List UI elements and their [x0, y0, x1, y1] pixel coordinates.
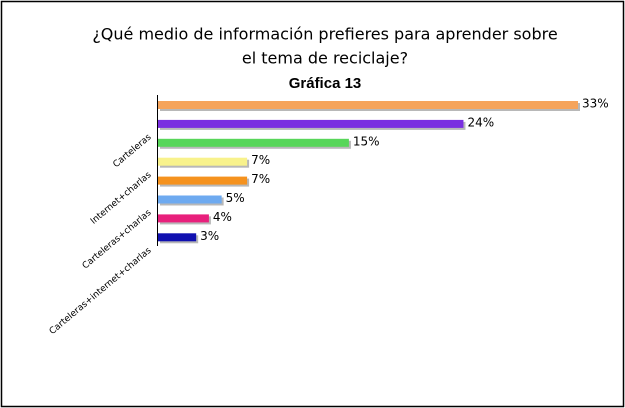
- bar: [158, 195, 222, 204]
- bar: [158, 101, 578, 109]
- chart-title: el tema de reciclaje?: [242, 49, 408, 68]
- bar: [158, 119, 464, 128]
- value-label: 15%: [353, 134, 380, 148]
- bar: [158, 233, 197, 242]
- value-label: 7%: [251, 172, 270, 186]
- bar: [158, 157, 248, 166]
- chart-subtitle: Gráfica 13: [289, 75, 362, 92]
- bar: [158, 176, 248, 185]
- value-label: 3%: [200, 229, 219, 243]
- bar: [158, 138, 349, 147]
- value-label: 4%: [213, 210, 232, 224]
- value-label: 24%: [467, 115, 494, 129]
- value-label: 7%: [251, 153, 270, 167]
- chart-title: ¿Qué medio de información prefieres para…: [92, 25, 557, 44]
- bar: [158, 214, 209, 223]
- value-label: 33%: [582, 97, 609, 111]
- value-label: 5%: [226, 191, 245, 205]
